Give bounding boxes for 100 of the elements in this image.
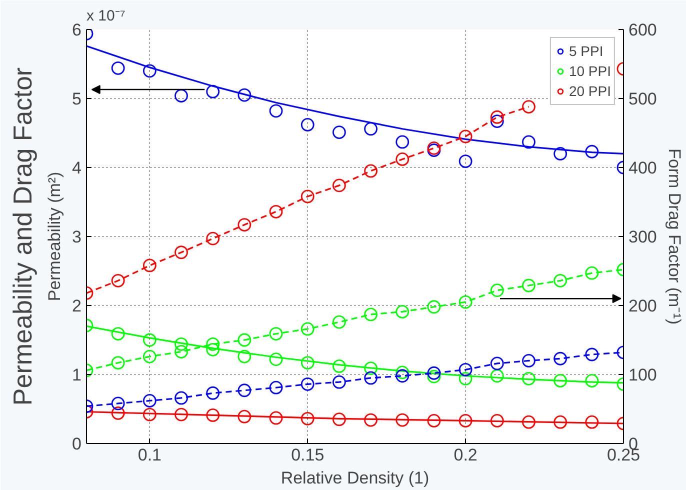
point bbox=[332, 375, 346, 389]
point bbox=[206, 337, 220, 351]
text: Permeability and Drag Factor bbox=[8, 67, 38, 406]
point bbox=[332, 315, 346, 329]
point bbox=[458, 414, 472, 428]
point bbox=[458, 362, 472, 376]
x-tick-label: 0.1 bbox=[138, 446, 162, 464]
point bbox=[554, 147, 568, 160]
point bbox=[238, 410, 252, 424]
point bbox=[396, 152, 410, 166]
point bbox=[364, 122, 378, 136]
point bbox=[427, 370, 441, 384]
point bbox=[238, 88, 252, 102]
y2-tick-label: 600 bbox=[628, 20, 657, 40]
text: x 10⁻⁷ bbox=[86, 8, 126, 24]
y-tick-label: 3 bbox=[72, 228, 82, 246]
point bbox=[300, 190, 314, 204]
point bbox=[206, 342, 220, 356]
point bbox=[142, 64, 156, 78]
point bbox=[142, 394, 156, 408]
point bbox=[490, 369, 504, 383]
point bbox=[238, 218, 252, 232]
point bbox=[142, 333, 156, 347]
point bbox=[364, 413, 378, 427]
point bbox=[300, 412, 314, 426]
point bbox=[111, 274, 125, 288]
point bbox=[585, 348, 599, 362]
point bbox=[396, 413, 410, 427]
point bbox=[458, 154, 472, 168]
y-tick-label: 1 bbox=[72, 366, 82, 384]
point bbox=[364, 362, 378, 375]
y2-tick-label: 100 bbox=[628, 366, 657, 384]
point bbox=[269, 380, 283, 394]
point bbox=[269, 104, 283, 118]
x-tick-label: 0.2 bbox=[454, 446, 478, 464]
point bbox=[332, 126, 346, 139]
point bbox=[238, 333, 252, 347]
y-tick-label: 6 bbox=[72, 20, 82, 40]
point bbox=[364, 164, 378, 178]
y2-axis-title: Form Drag Factor (m⁻¹) bbox=[664, 148, 684, 324]
y-axis-title: Permeability (m²) bbox=[45, 172, 64, 302]
point bbox=[522, 100, 536, 114]
point bbox=[142, 258, 156, 272]
point bbox=[206, 84, 220, 98]
point bbox=[490, 110, 504, 124]
point bbox=[332, 178, 346, 192]
y-tick-label: 4 bbox=[72, 158, 82, 178]
point bbox=[174, 246, 188, 260]
point bbox=[174, 337, 188, 351]
point bbox=[396, 366, 410, 380]
y2-tick-label: 400 bbox=[628, 158, 657, 178]
point bbox=[522, 415, 536, 429]
point bbox=[174, 345, 188, 358]
point bbox=[238, 384, 252, 398]
legend-label: 5 PPI bbox=[568, 43, 604, 59]
point bbox=[300, 322, 314, 336]
point bbox=[554, 374, 568, 388]
y2-tick-label: 200 bbox=[628, 296, 657, 316]
point bbox=[174, 408, 188, 422]
y-tick-label: 0 bbox=[72, 434, 82, 454]
point bbox=[142, 408, 156, 422]
point bbox=[458, 372, 472, 386]
point bbox=[427, 300, 441, 314]
point bbox=[522, 135, 536, 149]
point bbox=[396, 135, 410, 149]
point bbox=[458, 130, 472, 144]
point bbox=[206, 232, 220, 246]
point bbox=[238, 350, 252, 364]
point bbox=[585, 374, 599, 388]
point bbox=[427, 414, 441, 428]
point bbox=[427, 141, 441, 155]
point bbox=[174, 391, 188, 405]
point bbox=[111, 356, 125, 370]
point bbox=[206, 386, 220, 400]
point bbox=[300, 356, 314, 370]
point bbox=[111, 396, 125, 410]
point bbox=[300, 377, 314, 391]
point bbox=[490, 284, 504, 298]
point bbox=[554, 352, 568, 366]
point bbox=[111, 61, 125, 75]
x-tick-label: 0.15 bbox=[291, 446, 324, 464]
x-axis-title: Relative Density (1) bbox=[280, 468, 430, 488]
point bbox=[396, 369, 410, 383]
point bbox=[269, 352, 283, 366]
point bbox=[490, 414, 504, 428]
point bbox=[554, 415, 568, 429]
point bbox=[490, 114, 504, 128]
legend-label: 20 PPI bbox=[568, 83, 611, 99]
point bbox=[585, 415, 599, 429]
point bbox=[111, 327, 125, 340]
point bbox=[142, 350, 156, 364]
point bbox=[364, 308, 378, 322]
point bbox=[396, 305, 410, 318]
point bbox=[585, 266, 599, 280]
point bbox=[585, 144, 599, 158]
y2-tick-label: 300 bbox=[628, 228, 657, 246]
point bbox=[554, 274, 568, 288]
point bbox=[522, 278, 536, 292]
point bbox=[458, 295, 472, 309]
point bbox=[522, 372, 536, 386]
